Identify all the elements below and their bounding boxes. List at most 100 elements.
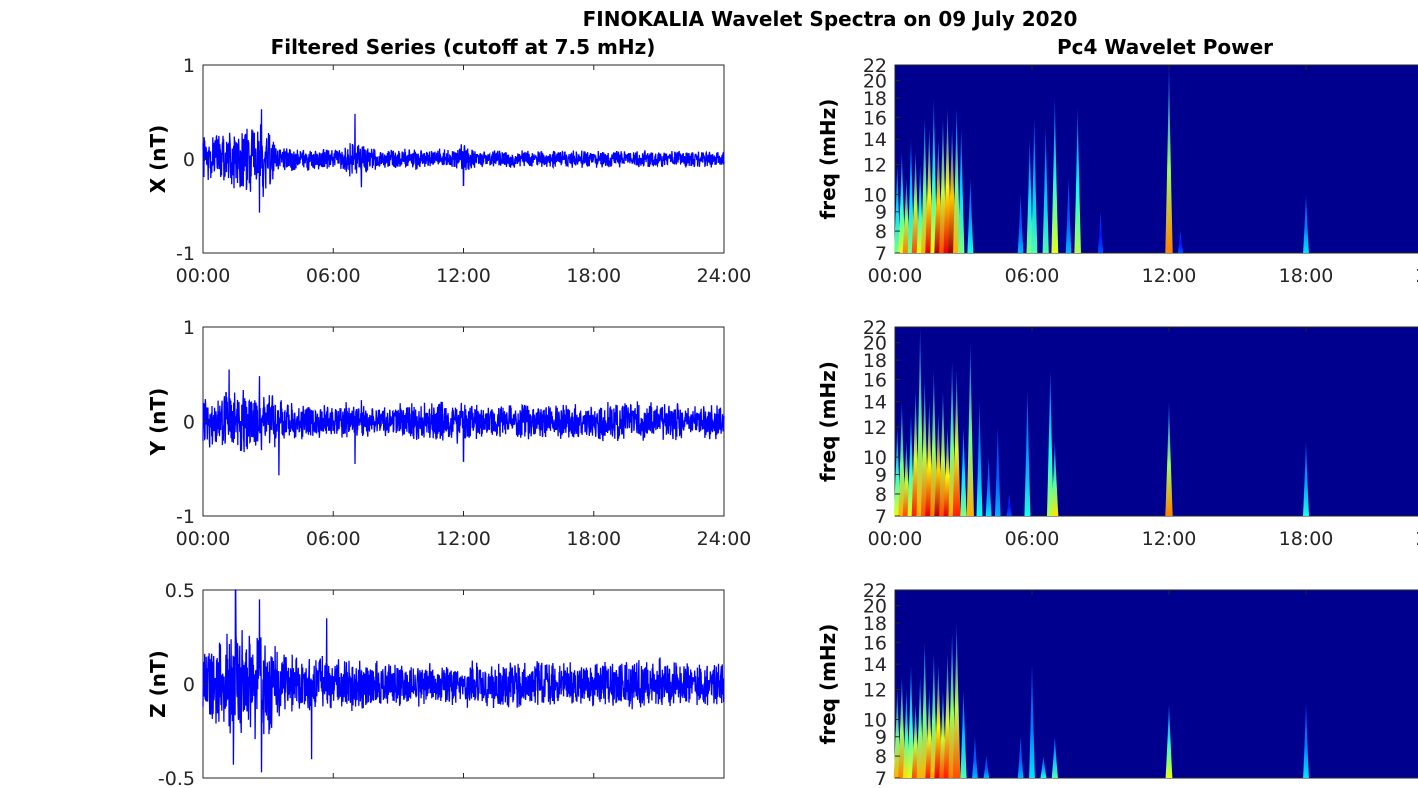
x-tick-label: 24:00 [1416,265,1418,287]
power-burst [1303,441,1309,516]
power-burst [972,736,978,778]
freq-tick-label: 14 [863,654,887,676]
power-burst [902,178,911,253]
freq-tick-label: 16 [863,632,887,654]
series-line-z [202,589,725,773]
power-burst [983,756,990,778]
freq-tick-label: 16 [863,107,887,129]
power-burst [960,689,967,778]
power-burst [1051,736,1058,778]
power-burst [930,652,938,778]
power-burst [1165,703,1173,778]
x-tick-label: 24:00 [1416,528,1418,550]
power-burst [934,664,943,778]
power-burst [902,689,910,778]
left-column-title: Filtered Series (cutoff at 7.5 mHz) [271,35,656,59]
power-burst [1029,664,1035,778]
power-burst [966,342,974,516]
y-tick-label: 0 [183,674,195,696]
power-burst [1051,97,1059,253]
freq-axis-label: freq (mHz) [816,624,840,745]
power-burst [916,327,924,516]
freq-tick-label: 7 [875,243,887,265]
power-burst [960,427,967,516]
power-burst [920,379,929,516]
power-burst [1097,211,1104,253]
power-burst [1051,441,1059,516]
freq-tick-label: 18 [863,350,887,372]
figure-title: FINOKALIA Wavelet Spectra on 09 July 202… [583,7,1078,31]
power-burst [1026,139,1033,253]
y-axis-label: X (nT) [146,125,170,194]
y-tick-label: 0.5 [165,580,195,602]
freq-tick-label: 8 [875,484,887,506]
freq-tick-label: 8 [875,746,887,768]
power-burst [953,107,961,254]
power-burst [1006,493,1012,516]
x-tick-label: 18:00 [1279,265,1334,287]
y-tick-label: 0 [183,149,195,171]
power-burst [921,642,929,778]
timeseries-panel-z: -0.5 0 0.5 Z (nT) [146,580,725,788]
y-tick-label: -0.5 [158,768,195,788]
freq-tick-label: 18 [863,88,887,110]
y-tick-label: 1 [183,317,195,339]
power-burst [907,664,915,778]
freq-tick-label: 14 [863,392,887,414]
power-burst [1040,756,1047,778]
x-tick-label: 00:00 [868,265,923,287]
x-tick-label: 18:00 [566,528,621,550]
freq-tick-label: 8 [875,221,887,243]
power-burst [911,151,920,253]
freq-tick-label: 22 [863,55,887,77]
x-tick-label: 18:00 [1279,528,1334,550]
power-burst [1303,194,1309,253]
y-axis-label: Y (nT) [146,388,170,457]
freq-axis-label: freq (mHz) [816,99,840,220]
freq-tick-label: 10 [863,184,887,206]
x-tick-label: 06:00 [306,265,361,287]
series-line-x [202,109,725,213]
x-tick-label: 12:00 [1142,265,1197,287]
freq-tick-label: 12 [863,417,887,439]
power-burst [930,369,938,516]
power-burst [1017,194,1024,253]
freq-tick-label: 22 [863,317,887,339]
freq-tick-label: 22 [863,580,887,602]
freq-tick-label: 9 [875,727,887,749]
y-tick-label: -1 [176,506,195,528]
freq-tick-label: 12 [863,680,887,702]
x-tick-label: 24:00 [697,265,752,287]
power-burst [958,127,965,253]
x-tick-label: 06:00 [1005,265,1060,287]
spectrum-area [894,64,1418,254]
power-burst [921,117,929,253]
x-tick-label: 06:00 [1005,528,1060,550]
x-tick-label: 06:00 [306,528,361,550]
power-burst [930,97,938,253]
freq-tick-label: 12 [863,155,887,177]
timeseries-panel-x: -1 0 1 00:00 06:00 12:00 18:00 24:00 X (nT) [146,55,751,287]
freq-axis-label: freq (mHz) [816,361,840,482]
y-tick-label: -1 [176,243,195,265]
power-burst [1017,736,1024,778]
freq-tick-label: 7 [875,768,887,788]
y-axis-label: Z (nT) [146,650,170,718]
freq-tick-label: 20 [863,71,887,93]
x-tick-label: 00:00 [176,265,231,287]
y-tick-label: 0 [183,412,195,434]
freq-tick-label: 10 [863,709,887,731]
freq-tick-label: 14 [863,129,887,151]
x-tick-label: 24:00 [697,528,752,550]
power-burst [985,457,992,516]
power-burst [952,369,961,516]
power-burst [907,139,915,253]
power-burst [1065,178,1072,253]
power-burst [1024,390,1031,516]
freq-tick-label: 20 [863,596,887,618]
freq-tick-label: 7 [875,506,887,528]
x-tick-label: 00:00 [868,528,923,550]
